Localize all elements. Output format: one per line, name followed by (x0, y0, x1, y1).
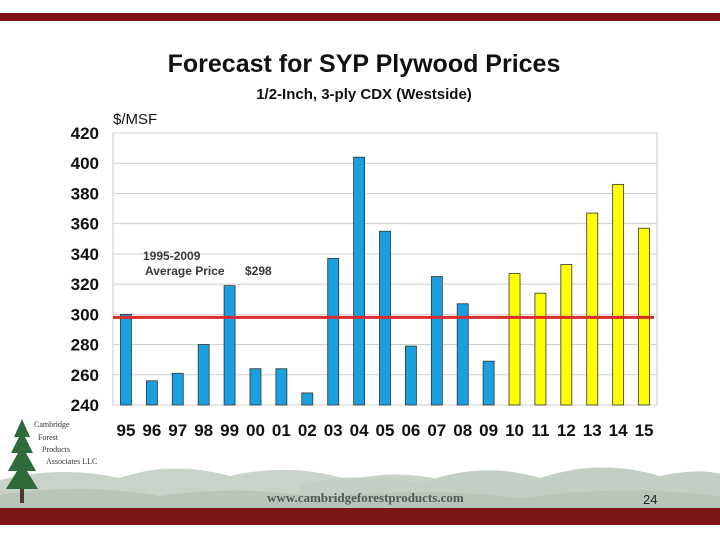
bar-02 (301, 392, 314, 406)
bar-06 (405, 345, 417, 406)
logo-line-3: Products (42, 445, 70, 454)
bar-01 (275, 368, 288, 406)
hills-decoration (0, 467, 720, 510)
tick-labels: 240 260 280 300 320 340 360 380 400 420 95 96 97 98 99… (71, 124, 654, 440)
bar-11 (534, 292, 547, 406)
x-tick-label: 13 (583, 421, 602, 440)
x-tick-label: 99 (220, 421, 239, 440)
x-tick-label: 01 (272, 421, 291, 440)
x-tick-label: 08 (453, 421, 472, 440)
bar-12 (560, 264, 573, 406)
y-tick-label: 420 (71, 124, 99, 143)
x-tick-label: 05 (376, 421, 395, 440)
x-tick-label: 95 (116, 421, 135, 440)
y-axis-unit-label: $/MSF (113, 111, 158, 128)
bar-96 (145, 380, 158, 406)
y-tick-label: 300 (71, 305, 99, 324)
bar-13 (586, 212, 599, 406)
x-tick-label: 00 (246, 421, 265, 440)
y-tick-label: 320 (71, 275, 99, 294)
x-tick-label: 97 (168, 421, 187, 440)
chart-subtitle: 1/2-Inch, 3-ply CDX (Westside) (256, 86, 472, 103)
bottom-accent-bar (0, 508, 720, 525)
x-tick-label: 98 (194, 421, 213, 440)
y-tick-label: 340 (71, 245, 99, 264)
average-label-value: $298 (245, 264, 272, 278)
logo-line-1: Cambridge (34, 420, 70, 429)
y-tick-label: 240 (71, 396, 99, 415)
logo-line-4: Associates LLC (46, 457, 98, 466)
bar-08 (456, 303, 469, 406)
x-tick-label: 14 (609, 421, 628, 440)
y-tick-label: 280 (71, 336, 99, 355)
average-label-text: Average Price (145, 264, 225, 278)
website-url[interactable]: www.cambridgeforestproducts.com (267, 490, 464, 505)
x-tick-label: 12 (557, 421, 576, 440)
bar-97 (171, 372, 184, 406)
y-tick-label: 360 (71, 215, 99, 234)
x-tick-label: 03 (324, 421, 343, 440)
x-tick-label: 09 (479, 421, 498, 440)
bar-10 (508, 273, 521, 406)
y-tick-label: 400 (71, 154, 99, 173)
pine-tree-icon (6, 419, 38, 503)
bar-95 (120, 313, 132, 406)
bar-03 (327, 258, 340, 406)
bar-99 (223, 285, 236, 406)
company-logo: Cambridge Forest Products Associates LLC (2, 415, 114, 507)
chart-title: Forecast for SYP Plywood Prices (167, 50, 561, 78)
bar-98 (197, 344, 210, 406)
average-label-years: 1995-2009 (143, 249, 201, 263)
x-tick-label: 15 (635, 421, 654, 440)
bar-09 (482, 360, 495, 406)
page-number: 24 (643, 492, 658, 507)
top-accent-bar (0, 13, 720, 21)
bars (120, 156, 650, 406)
bar-07 (430, 276, 443, 406)
logo-line-2: Forest (38, 433, 58, 442)
bar-00 (249, 368, 262, 406)
x-tick-label: 04 (350, 421, 369, 440)
y-tick-label: 260 (71, 366, 99, 385)
x-tick-label: 07 (427, 421, 446, 440)
x-tick-label: 11 (531, 421, 549, 440)
bar-14 (612, 183, 625, 406)
x-tick-label: 06 (401, 421, 420, 440)
x-tick-label: 02 (298, 421, 317, 440)
y-tick-label: 380 (71, 184, 99, 203)
bar-04 (353, 156, 365, 406)
x-tick-label: 96 (142, 421, 161, 440)
x-tick-label: 10 (505, 421, 524, 440)
